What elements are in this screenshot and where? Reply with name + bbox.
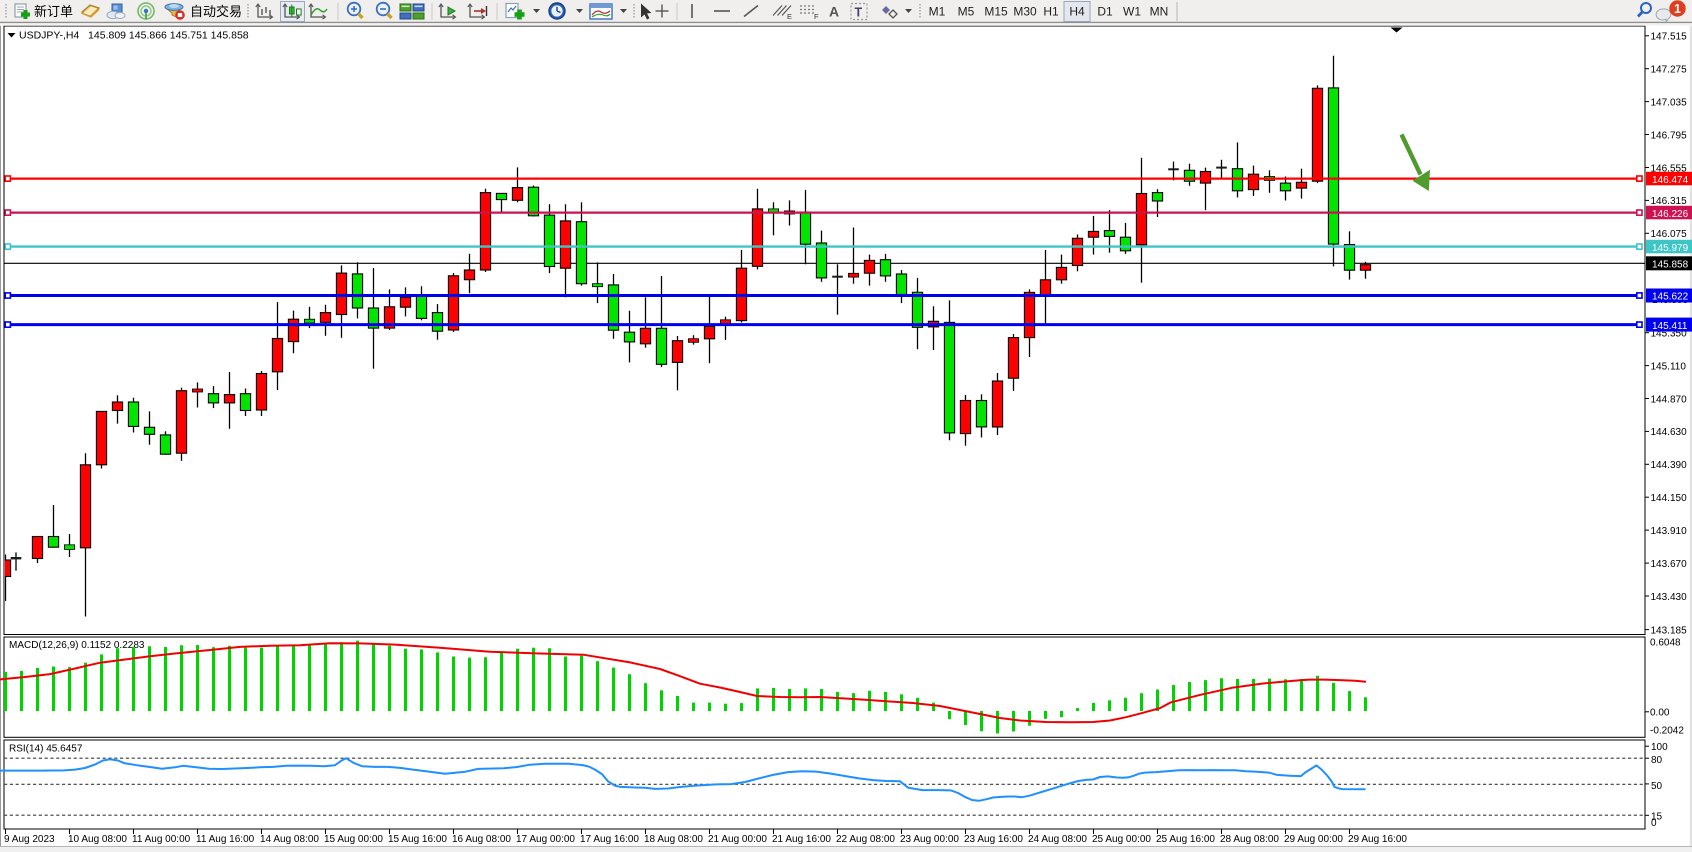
svg-text:146.226: 146.226 — [1652, 209, 1689, 220]
svg-text:23 Aug 00:00: 23 Aug 00:00 — [900, 834, 959, 845]
svg-text:146.795: 146.795 — [1651, 130, 1688, 141]
svg-text:143.910: 143.910 — [1651, 526, 1688, 537]
svg-text:M15: M15 — [984, 5, 1008, 19]
svg-text:28 Aug 08:00: 28 Aug 08:00 — [1220, 834, 1279, 845]
svg-text:11 Aug 16:00: 11 Aug 16:00 — [196, 834, 255, 845]
svg-text:80: 80 — [1651, 755, 1663, 766]
svg-text:145.411: 145.411 — [1652, 321, 1688, 332]
svg-text:144.630: 144.630 — [1651, 427, 1688, 438]
svg-text:D1: D1 — [1097, 5, 1113, 19]
svg-text:147.035: 147.035 — [1651, 97, 1688, 108]
svg-text:29 Aug 16:00: 29 Aug 16:00 — [1348, 834, 1407, 845]
svg-text:147.515: 147.515 — [1651, 32, 1688, 43]
svg-text:25 Aug 16:00: 25 Aug 16:00 — [1156, 834, 1215, 845]
svg-text:25 Aug 00:00: 25 Aug 00:00 — [1092, 834, 1151, 845]
svg-text:15: 15 — [1651, 811, 1663, 822]
svg-text:M30: M30 — [1013, 5, 1037, 19]
svg-text:F: F — [814, 12, 819, 21]
svg-text:0.6048: 0.6048 — [1650, 638, 1681, 649]
svg-text:11 Aug 00:00: 11 Aug 00:00 — [132, 834, 191, 845]
svg-text:23 Aug 16:00: 23 Aug 16:00 — [964, 834, 1023, 845]
svg-text:H4: H4 — [1069, 5, 1085, 19]
svg-text:USDJPY-,H4 145.809 145.866 1: USDJPY-,H4 145.809 145.866 145.751 145.8… — [19, 30, 249, 42]
svg-text:新订单: 新订单 — [34, 4, 73, 19]
svg-text:18 Aug 08:00: 18 Aug 08:00 — [644, 834, 703, 845]
svg-text:145.350: 145.350 — [1651, 329, 1688, 340]
svg-text:1: 1 — [1674, 2, 1681, 16]
svg-text:H1: H1 — [1043, 5, 1059, 19]
svg-text:145.110: 145.110 — [1651, 361, 1687, 372]
svg-text:22 Aug 08:00: 22 Aug 08:00 — [836, 834, 895, 845]
svg-text:-0.2042: -0.2042 — [1650, 725, 1684, 736]
svg-text:21 Aug 16:00: 21 Aug 16:00 — [772, 834, 831, 845]
svg-text:17 Aug 16:00: 17 Aug 16:00 — [580, 834, 639, 845]
svg-text:M1: M1 — [929, 5, 946, 19]
svg-text:E: E — [787, 12, 792, 21]
svg-text:24 Aug 08:00: 24 Aug 08:00 — [1028, 834, 1087, 845]
svg-text:143.430: 143.430 — [1651, 592, 1688, 603]
svg-text:146.555: 146.555 — [1651, 163, 1688, 174]
svg-text:143.185: 143.185 — [1651, 625, 1688, 636]
svg-text:A: A — [829, 4, 839, 20]
svg-text:10 Aug 08:00: 10 Aug 08:00 — [68, 834, 127, 845]
svg-text:145.858: 145.858 — [1652, 260, 1689, 271]
svg-text:144.150: 144.150 — [1651, 493, 1688, 504]
svg-text:144.390: 144.390 — [1651, 460, 1688, 471]
svg-text:29 Aug 00:00: 29 Aug 00:00 — [1284, 834, 1343, 845]
svg-text:16 Aug 08:00: 16 Aug 08:00 — [452, 834, 511, 845]
svg-text:T: T — [855, 6, 863, 20]
svg-text:146.315: 146.315 — [1651, 196, 1688, 207]
svg-text:MN: MN — [1150, 5, 1169, 19]
svg-text:RSI(14) 45.6457: RSI(14) 45.6457 — [9, 744, 83, 755]
svg-text:143.670: 143.670 — [1651, 559, 1688, 570]
svg-text:0.00: 0.00 — [1650, 708, 1670, 719]
svg-text:17 Aug 00:00: 17 Aug 00:00 — [516, 834, 575, 845]
svg-text:0: 0 — [1651, 818, 1657, 829]
svg-text:M5: M5 — [958, 5, 975, 19]
svg-text:50: 50 — [1651, 781, 1663, 792]
svg-text:14 Aug 08:00: 14 Aug 08:00 — [260, 834, 319, 845]
svg-text:145.622: 145.622 — [1652, 292, 1689, 303]
svg-text:15 Aug 00:00: 15 Aug 00:00 — [324, 834, 383, 845]
svg-text:145.979: 145.979 — [1652, 243, 1689, 254]
svg-text:144.870: 144.870 — [1651, 394, 1688, 405]
svg-text:147.275: 147.275 — [1651, 65, 1688, 76]
svg-text:100: 100 — [1651, 742, 1668, 753]
svg-text:自动交易: 自动交易 — [190, 4, 242, 19]
svg-text:W1: W1 — [1123, 5, 1141, 19]
svg-text:MACD(12,26,9) 0.1152 0.2283: MACD(12,26,9) 0.1152 0.2283 — [9, 640, 145, 651]
svg-text:146.075: 146.075 — [1651, 229, 1688, 240]
svg-text:21 Aug 00:00: 21 Aug 00:00 — [708, 834, 767, 845]
svg-text:15 Aug 16:00: 15 Aug 16:00 — [388, 834, 447, 845]
svg-text:9 Aug 2023: 9 Aug 2023 — [4, 834, 55, 845]
svg-text:146.474: 146.474 — [1652, 175, 1689, 186]
